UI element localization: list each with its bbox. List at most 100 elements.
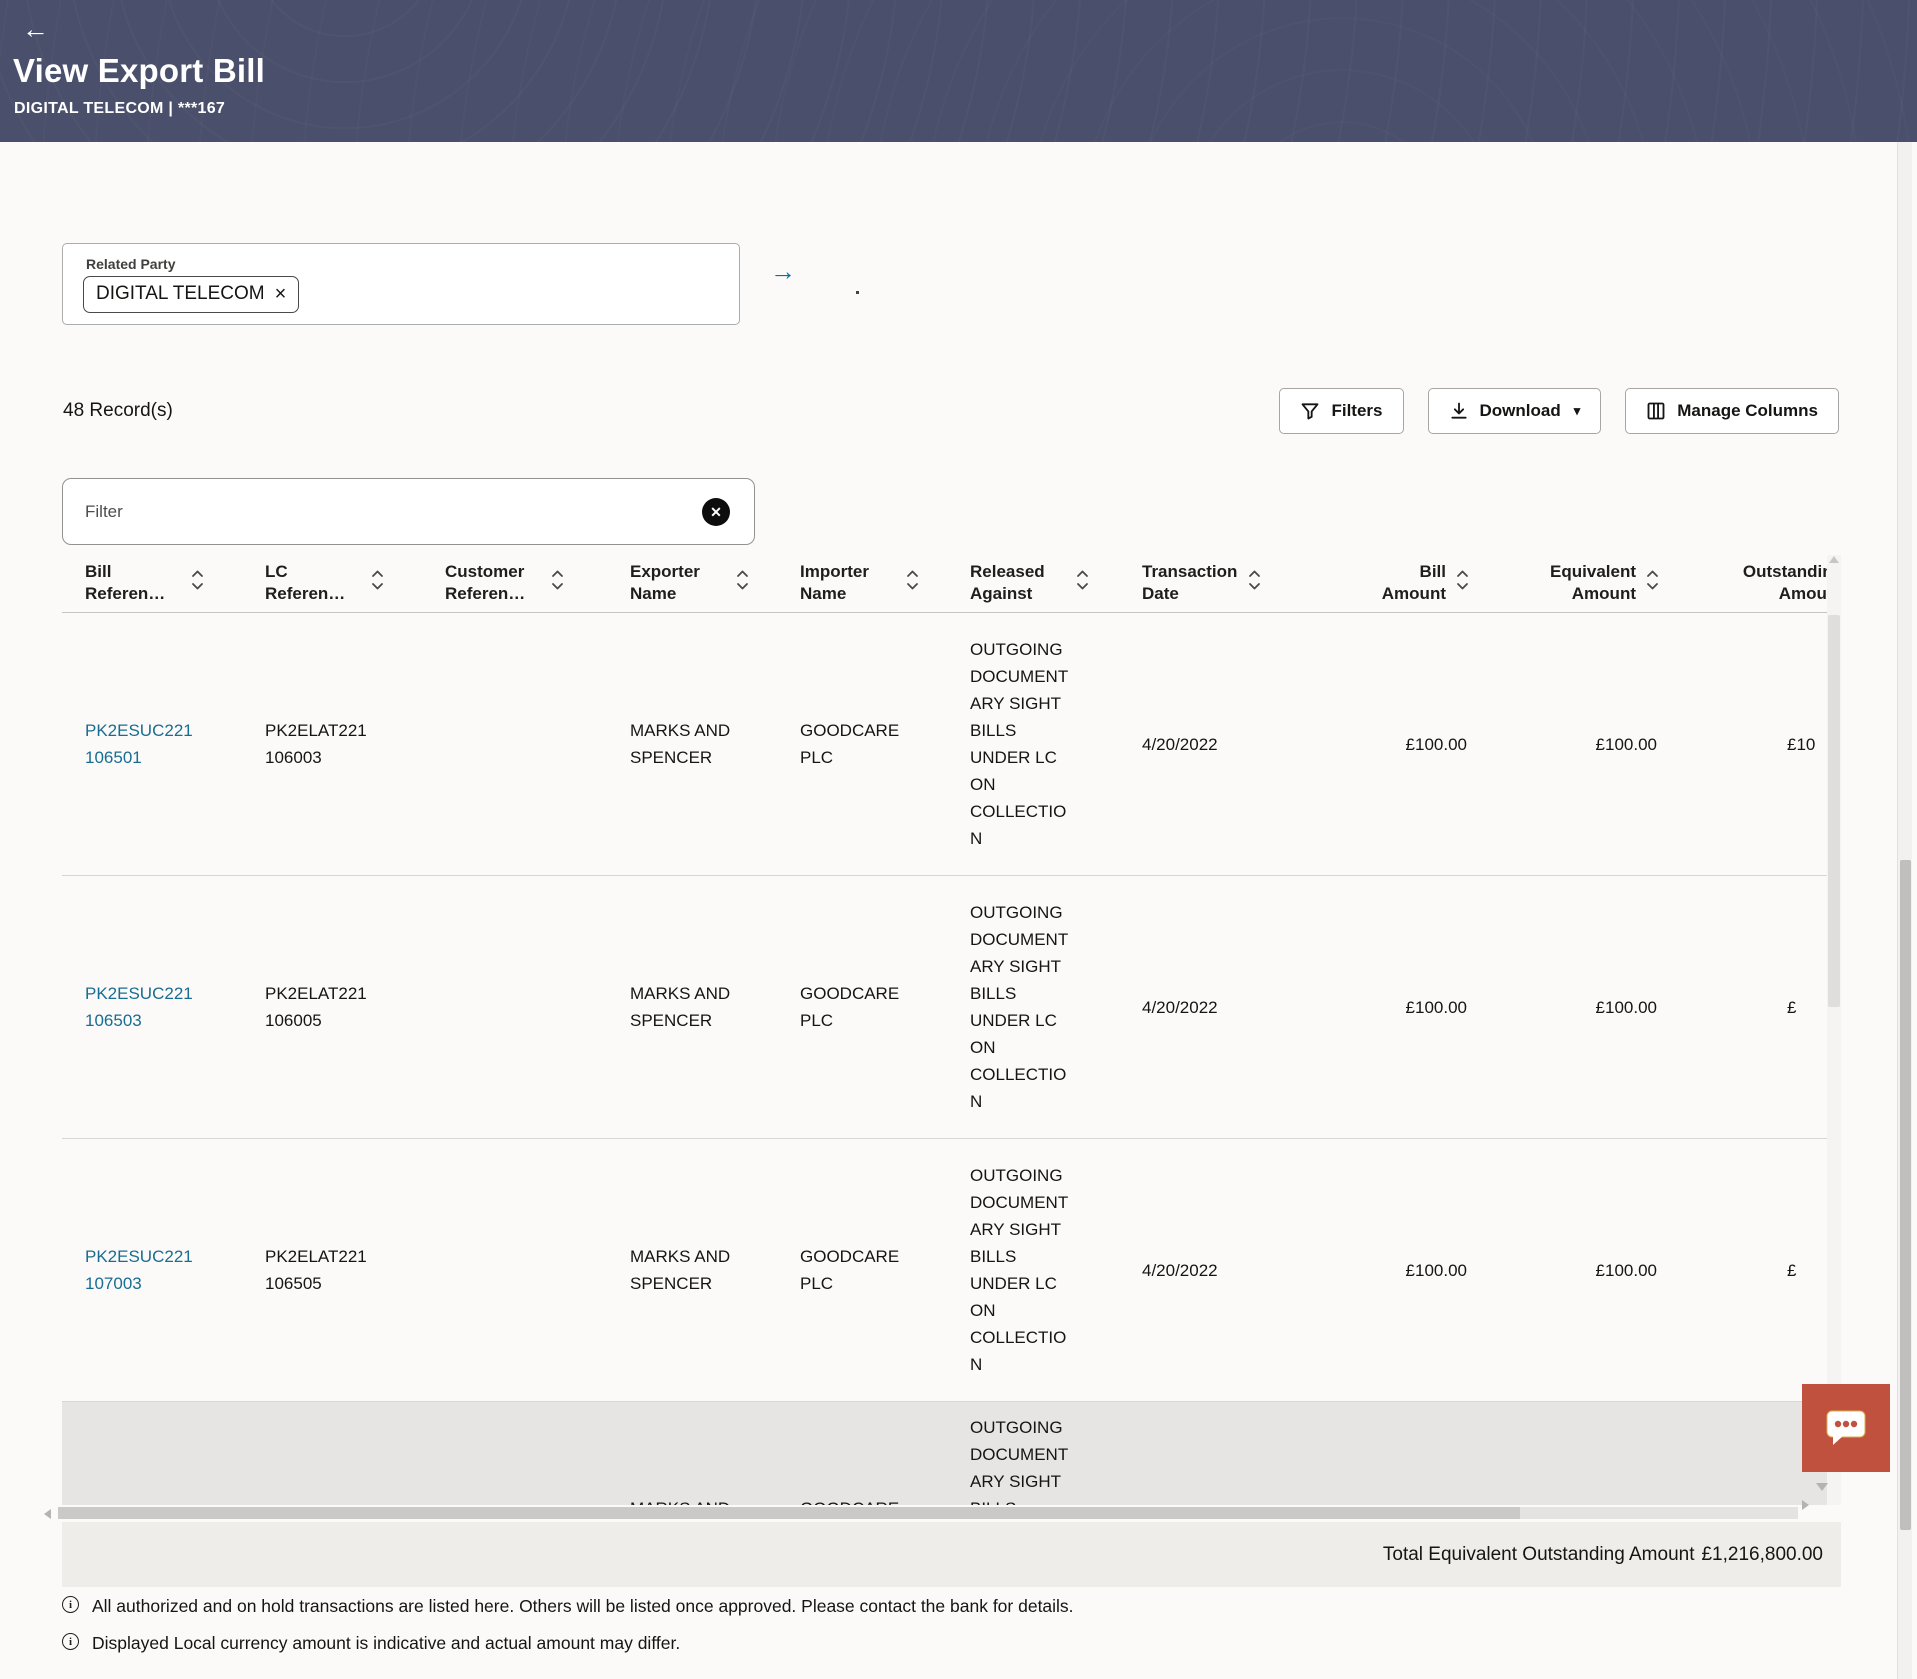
column-label: Bill Amount (1381, 561, 1446, 603)
bill-reference-link[interactable]: PK2ESUC221106503 (85, 984, 193, 1030)
records-count: 48 Record(s) (63, 400, 173, 421)
party-subtitle: DIGITAL TELECOM | ***167 (14, 100, 226, 117)
table-row-partial[interactable]: PK2ESUC221 PK2ELAT221 MARKS AND SPENCER … (62, 1402, 1827, 1505)
table-row-inner: PK2ESUC221 PK2ELAT221 MARKS AND SPENCER … (62, 1402, 1827, 1505)
horizontal-scrollbar-thumb[interactable] (58, 1507, 1520, 1519)
column-header-bill-amount[interactable]: Bill Amount (1264, 561, 1479, 605)
filter-funnel-icon (1300, 401, 1320, 421)
sort-icon[interactable] (191, 568, 204, 598)
filters-button-label: Filters (1331, 401, 1383, 420)
cell-exporter-name: MARKS AND SPENCER (630, 1247, 731, 1293)
total-summary-bar: Total Equivalent Outstanding Amount £1,2… (62, 1522, 1841, 1587)
download-icon (1449, 401, 1469, 421)
chat-button[interactable] (1802, 1384, 1890, 1472)
scroll-left-arrow-icon[interactable] (44, 1509, 51, 1519)
table-row[interactable]: PK2ESUC221107003 PK2ELAT221106505 MARKS … (62, 1139, 1827, 1402)
columns-icon (1646, 401, 1666, 421)
sort-icon[interactable] (1076, 568, 1089, 598)
cell-lc-reference: PK2ELAT221106505 (265, 1247, 367, 1293)
apply-party-arrow-icon[interactable]: → (770, 256, 796, 286)
related-party-chip-label: DIGITAL TELECOM (96, 283, 265, 304)
cell-exporter-name: MARKS AND SPENCER (630, 721, 731, 767)
sort-icon[interactable] (1456, 568, 1469, 598)
sort-icon[interactable] (1646, 568, 1659, 598)
screen-artifact-dot (856, 291, 859, 294)
back-arrow-icon[interactable]: ← (22, 14, 49, 44)
column-header-importer-name[interactable]: Importer Name (777, 561, 947, 605)
column-label: Bill Referen… (85, 561, 166, 603)
note-line: i Displayed Local currency amount is ind… (62, 1631, 1074, 1655)
download-button[interactable]: Download ▾ (1427, 388, 1602, 434)
column-header-released-against[interactable]: Released Against (947, 561, 1119, 605)
column-label: Customer Referen… (445, 561, 526, 603)
note-text: All authorized and on hold transactions … (92, 1596, 1074, 1616)
scroll-right-arrow-icon[interactable] (1802, 1500, 1809, 1510)
cell-equivalent-amount: £100.00 (1595, 997, 1657, 1017)
related-party-field[interactable]: Related Party DIGITAL TELECOM × (62, 243, 740, 325)
page-title: View Export Bill (13, 52, 265, 89)
chip-remove-icon[interactable]: × (274, 283, 287, 305)
table-row[interactable]: PK2ESUC221106501 PK2ELAT221106003 MARKS … (62, 613, 1827, 876)
column-label: Released Against (970, 561, 1045, 603)
cell-transaction-date: 4/20/2022 (1142, 997, 1218, 1017)
download-caret-icon: ▾ (1573, 403, 1581, 418)
cell-importer-name: GOODCARE PLC (800, 1247, 900, 1293)
note-line: i All authorized and on hold transaction… (62, 1594, 1074, 1618)
total-value: £1,216,800.00 (1701, 1543, 1823, 1565)
column-label: Outstanding Amount (1742, 561, 1827, 603)
table-vertical-scrollbar[interactable] (1827, 555, 1841, 1505)
column-header-lc-reference[interactable]: LC Referen… (242, 561, 422, 605)
table-row[interactable]: PK2ESUC221106503 PK2ELAT221106005 MARKS … (62, 876, 1827, 1139)
sort-icon[interactable] (551, 568, 564, 598)
cell-importer-name: GOODCARE PLC (800, 984, 900, 1030)
column-label: Transaction Date (1142, 561, 1238, 603)
footer-notes: i All authorized and on hold transaction… (62, 1594, 1074, 1668)
column-header-transaction-date[interactable]: Transaction Date (1119, 561, 1264, 605)
scroll-down-arrow-icon[interactable] (1816, 1483, 1828, 1491)
bill-reference-link[interactable]: PK2ESUC221107003 (85, 1247, 193, 1293)
note-text: Displayed Local currency amount is indic… (92, 1633, 681, 1653)
bill-reference-link[interactable]: PK2ESUC221106501 (85, 721, 193, 767)
column-label: Equivalent Amount (1550, 561, 1636, 603)
filters-button[interactable]: Filters (1279, 388, 1404, 434)
cell-bill-amount: £100.00 (1405, 734, 1467, 754)
page-header: ← View Export Bill DIGITAL TELECOM | ***… (0, 0, 1917, 142)
vertical-scrollbar-thumb[interactable] (1828, 615, 1840, 1007)
info-icon: i (62, 1633, 79, 1650)
related-party-chip[interactable]: DIGITAL TELECOM × (83, 276, 300, 313)
table-toolbar: Filters Download ▾ Manage Columns (1279, 388, 1839, 434)
cell-bill-reference: PK2ESUC221106501 (62, 717, 202, 771)
column-header-outstanding-amount[interactable]: Outstanding Amount (1669, 561, 1827, 605)
cell-lc-reference: PK2ELAT221106003 (265, 721, 367, 767)
cell-exporter-name: MARKS AND SPENCER (630, 984, 731, 1030)
sort-icon[interactable] (906, 568, 919, 598)
sort-icon[interactable] (1248, 568, 1261, 598)
column-header-exporter-name[interactable]: Exporter Name (607, 561, 777, 605)
filter-input[interactable] (85, 479, 685, 544)
manage-columns-button[interactable]: Manage Columns (1625, 388, 1839, 434)
column-label: Exporter Name (630, 561, 700, 603)
column-header-bill-reference[interactable]: Bill Referen… (62, 561, 242, 605)
cell-bill-reference: PK2ESUC221106503 (62, 980, 202, 1034)
cell-transaction-date: 4/20/2022 (1142, 1260, 1218, 1280)
filter-clear-icon[interactable]: ✕ (702, 498, 730, 526)
cell-importer-name: GOODCARE PLC (777, 1495, 947, 1505)
scroll-up-arrow-icon[interactable] (1829, 556, 1839, 563)
sort-icon[interactable] (371, 568, 384, 598)
cell-importer-name: GOODCARE PLC (800, 721, 900, 767)
table-horizontal-scrollbar[interactable] (58, 1507, 1798, 1519)
page-vertical-scrollbar[interactable] (1897, 142, 1912, 1679)
cell-transaction-date: 4/20/2022 (1142, 734, 1218, 754)
cell-equivalent-amount: £100.00 (1595, 1260, 1657, 1280)
cell-released-against: OUTGOING DOCUMENTARY SIGHT BILLS UNDER L… (970, 1166, 1069, 1374)
sort-icon[interactable] (736, 568, 749, 598)
column-header-equivalent-amount[interactable]: Equivalent Amount (1479, 561, 1669, 605)
cell-bill-amount: £100.00 (1405, 997, 1467, 1017)
column-header-customer-reference[interactable]: Customer Referen… (422, 561, 607, 605)
cell-released-against: OUTGOING DOCUMENTARY SIGHT BILLS UNDER L… (970, 903, 1069, 1111)
page-scrollbar-thumb[interactable] (1900, 860, 1911, 1530)
table-filter-field: ✕ (62, 478, 755, 545)
cell-outstanding-amount: £10 (1787, 734, 1816, 754)
column-label: Importer Name (800, 561, 869, 603)
